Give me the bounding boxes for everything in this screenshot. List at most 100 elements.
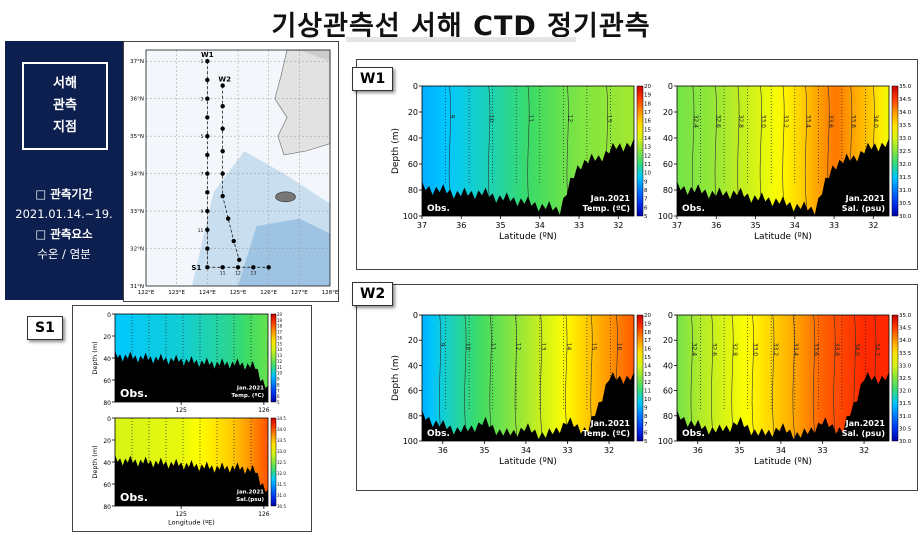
s1-sal-x-tick-label: 126 [258, 511, 270, 518]
w2-temp-y-tick-label: 80 [408, 412, 418, 421]
s1-sal-y-tick-label: 0 [107, 416, 111, 423]
w2-temp-cb-tick-label: 10 [644, 397, 651, 403]
s1-temp-cb-tick-label: 6 [277, 394, 280, 399]
w2-sal-contour-line [711, 314, 714, 442]
w1-temp-date-label: Jan.2021 [590, 194, 631, 203]
map-station-w2 [220, 126, 225, 131]
w2-sal-contour-label: 33.2 [772, 343, 779, 357]
map-station-w2 [220, 171, 225, 176]
map-station-w1 [205, 133, 210, 139]
w2-sal-seabed [677, 372, 889, 441]
w1-sal-contour-label: 33.2 [782, 115, 789, 129]
w2-sal-y-tick-label: 60 [663, 387, 673, 396]
w1-sal-cb-tick-label: 33.0 [899, 136, 912, 142]
s1-sal-cb-tick-label: 33.5 [277, 438, 286, 443]
w1-sal-cb-tick-label: 31.5 [899, 175, 912, 181]
w1-temp-contour-label: 9 [448, 115, 455, 119]
w2-sal-contour-label: 34.2 [874, 343, 881, 357]
w1-temp-cb-tick-label: 5 [644, 214, 648, 220]
elements-value: 수온 / 염분 [37, 247, 91, 261]
s1-sal-cb-tick-label: 30.5 [277, 504, 286, 509]
s1-temp-cb-tick-label: 10 [277, 371, 283, 376]
w2-temp-cb-tick-label: 7 [644, 422, 648, 428]
w2-temp-y-tick-label: 60 [408, 387, 418, 396]
w1-temp-x-tick-label: 36 [456, 221, 466, 230]
w2-sal-xlabel: Latitude (ºN) [754, 457, 812, 467]
map-station-w1 [205, 152, 210, 158]
w2-sal-contour-line [772, 314, 776, 442]
s1-sal-cb-tick-label: 33.0 [277, 449, 286, 454]
w2-sal-contour-label: 32.4 [690, 343, 697, 357]
map-station-s1 [220, 265, 225, 270]
s1-temp-cb-tick-label: 14 [277, 347, 283, 352]
w2-sal-cb-tick-label: 32.0 [899, 389, 912, 395]
map-lat-tick-label: 36°N [130, 97, 144, 103]
w2-temp-cb-tick-label: 5 [644, 439, 648, 445]
w1-sal-y-tick-label: 100 [658, 212, 673, 221]
w2-temp-contour-line [489, 314, 493, 442]
w2-sal-x-tick-label: 36 [693, 446, 703, 455]
map-label-w2: W2 [218, 76, 231, 84]
w1-temp-cb-tick-label: 12 [644, 153, 651, 159]
w2-temp-y-tick-label: 0 [413, 311, 418, 320]
w2-temp-cb-tick-label: 14 [644, 363, 651, 369]
w2-temp-cb-tick-label: 6 [644, 431, 648, 437]
w2-temp-y-tick-label: 40 [408, 361, 418, 370]
s1-sal-cb-tick-label: 32.0 [277, 471, 286, 476]
s1-sal-y-tick-label: 60 [103, 482, 111, 489]
w2-temp-contour-label: 14 [565, 343, 572, 351]
w1-sal-x-tick-label: 35 [750, 221, 760, 230]
map-station-w1 [205, 227, 210, 233]
s1-temp-cb-tick-label: 13 [277, 353, 283, 358]
w2-sal-x-tick-label: 33 [817, 446, 827, 455]
w2-sal-x-tick-label: 32 [859, 446, 869, 455]
w2-temp-x-tick-label: 35 [479, 446, 489, 455]
w2-temp-x-tick-label: 33 [562, 446, 572, 455]
map-station-w1 [205, 246, 210, 251]
w1-temp-cb-tick-label: 8 [644, 188, 648, 194]
w1-sal-seabed [677, 138, 889, 216]
observation-info: □ 관측기간 2021.01.14.~19. □ 관측요소 수온 / 염분 [5, 184, 123, 264]
s1-panel: 0 20 40 60 80 125 126 Depth (m) Obs. Jan.2021 Temp… [72, 305, 312, 532]
w2-sal-contour-label: 33.6 [813, 343, 820, 357]
w2-temp-seabed [422, 372, 634, 441]
w2-sal-cb-tick-label: 33.0 [899, 363, 912, 369]
w1-sal-y-tick-label: 0 [668, 82, 673, 91]
w1-temp-contour-label: 12 [566, 115, 573, 123]
map-station-number: 5 [200, 134, 203, 140]
map-station-s1 [266, 265, 271, 270]
w2-sal-y-tick-label: 20 [663, 336, 673, 345]
map-station-w2 [231, 238, 236, 244]
s1-temp-date-label: Jan.2021 [236, 386, 264, 392]
w2-temp-cb-tick-label: 18 [644, 330, 651, 336]
w2-temp-ylabel: Depth (m) [391, 355, 401, 401]
s1-sal-xlabel: Longitude (ºE) [168, 519, 215, 527]
w2-sal-x-tick-label: 34 [776, 446, 786, 455]
w2-temp-cb-tick-label: 8 [644, 414, 648, 420]
w1-sal-y-tick-label: 80 [663, 186, 673, 195]
station-map: 122°E 123°E 124°E 125°E 126°E 127°E 128°E 37°N 3… [130, 49, 339, 296]
map-lon-tick-label: 123°E [168, 290, 185, 296]
map-land-shade [299, 50, 330, 62]
w1-sal-frame [676, 85, 890, 217]
map-station-w2 [225, 216, 231, 221]
s1-sal-chart: 0 20 40 60 80 125 126 Depth (m) Longitude (ºE) Ob… [91, 416, 286, 527]
w1-temp-cb-tick-label: 18 [644, 101, 651, 107]
w1-temp-cb-tick-label: 6 [644, 205, 648, 211]
w1-temp-y-tick-label: 20 [408, 108, 418, 117]
w2-temp-contour-label: 9 [439, 343, 446, 347]
w2-sal-contour-line [731, 314, 735, 442]
w2-temp-contour-label: 15 [590, 343, 597, 351]
w2-sal-contour-line [833, 314, 837, 442]
w2-sal-y-tick-label: 0 [668, 311, 673, 320]
w1-sal-cb-tick-label: 33.5 [899, 123, 912, 129]
map-station-w1 [205, 208, 210, 214]
map-station-s1 [235, 265, 241, 270]
map-station-w1 [205, 59, 210, 64]
w2-temp-chart: 9 10 11 12 13 14 15 16 0 20 40 60 80 100 36 35 34 33 32 Dep… [391, 311, 651, 467]
w1-temp-cb-tick-label: 7 [644, 197, 648, 203]
w2-sal-x-tick-label: 35 [734, 446, 744, 455]
w2-sal-contour-line [792, 314, 796, 442]
